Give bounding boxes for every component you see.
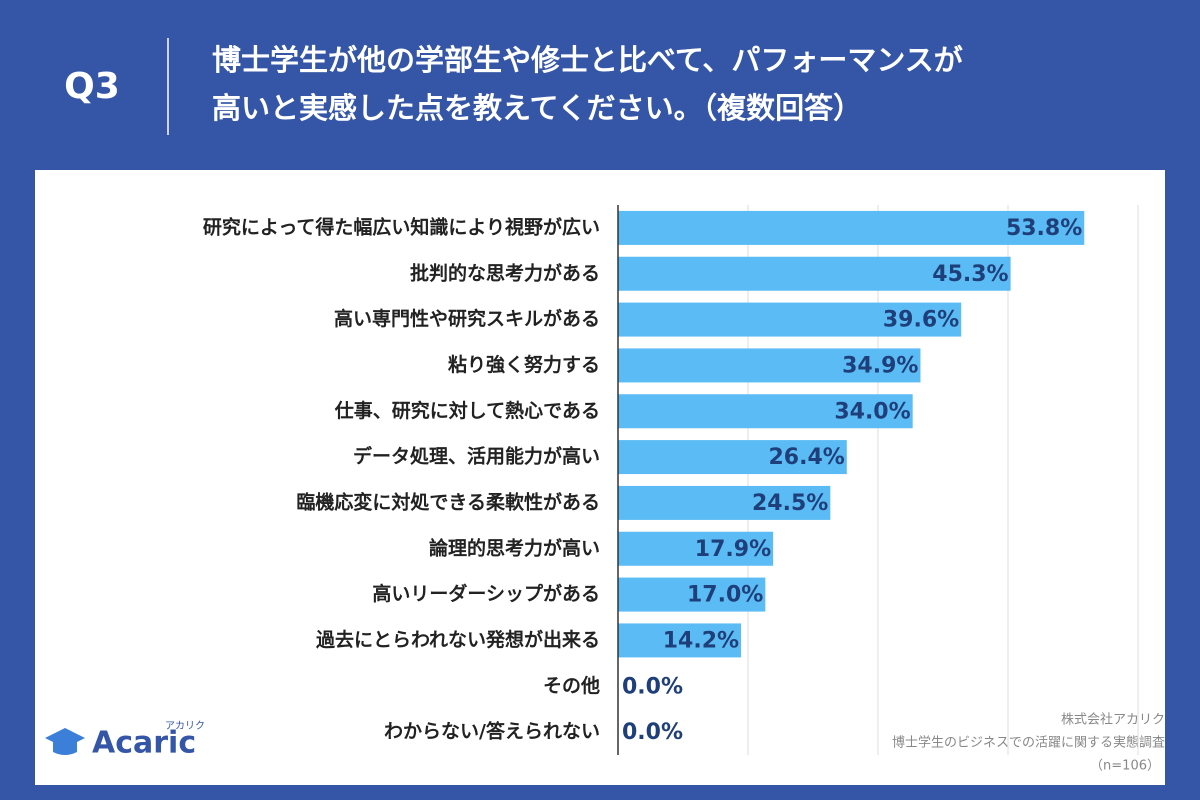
y-tick-label: データ処理、活用能力が高い <box>353 445 600 468</box>
bar <box>618 440 847 475</box>
value-label: 14.2% <box>663 628 739 653</box>
bar <box>618 348 921 383</box>
value-label: 53.8% <box>1006 216 1082 241</box>
value-label: 39.6% <box>883 308 959 333</box>
bar <box>618 531 774 566</box>
question-label: Q3 <box>64 66 120 107</box>
chart-title: 高いと実感した点を教えてください。（複数回答） <box>212 91 862 125</box>
source: 株式会社アカリク <box>1061 712 1165 728</box>
bar <box>618 302 962 337</box>
value-label: 17.0% <box>687 583 763 608</box>
bar <box>618 256 1011 291</box>
y-tick-label: 粘り強く努力する <box>448 353 600 376</box>
logo-text: Acaric <box>92 726 196 761</box>
bar <box>618 210 1085 245</box>
value-label: 26.4% <box>768 445 844 470</box>
bar <box>618 623 742 658</box>
y-tick-label: 仕事、研究に対して熱心である <box>334 399 600 422</box>
value-label: 24.5% <box>752 491 828 516</box>
source: （n=106） <box>1090 759 1160 774</box>
y-tick-label: 臨機応変に対処できる柔軟性がある <box>296 490 600 513</box>
logo-ruby: アカリク <box>165 720 205 732</box>
bar <box>618 394 913 429</box>
y-tick-label: 高い専門性や研究スキルがある <box>334 307 600 330</box>
y-tick-label: 過去にとらわれない発想が出来る <box>316 628 600 651</box>
y-tick-label: 研究によって得た幅広い知識により視野が広い <box>203 215 600 238</box>
bar <box>618 577 766 612</box>
logo-icon <box>45 728 85 755</box>
logo: Acaric アカリク <box>45 720 205 761</box>
value-label: 17.9% <box>695 537 771 562</box>
y-tick-label: 論理的思考力が高い <box>429 536 600 559</box>
value-label: 0.0% <box>622 674 683 699</box>
y-tick-label: 批判的な思考力がある <box>410 261 600 284</box>
source: 博士学生のビジネスでの活躍に関する実態調査 <box>892 735 1165 751</box>
y-tick-label: 高いリーダーシップがある <box>372 582 600 605</box>
value-label: 45.3% <box>932 262 1008 287</box>
value-label: 0.0% <box>622 720 683 745</box>
y-tick-label: その他 <box>543 674 600 697</box>
value-label: 34.9% <box>842 353 918 378</box>
chart-title: 博士学生が他の学部生や修士と比べて、パフォーマンスが <box>212 43 963 77</box>
y-tick-label: わからない/答えられない <box>384 720 600 743</box>
bar <box>618 485 831 520</box>
value-label: 34.0% <box>834 399 910 424</box>
